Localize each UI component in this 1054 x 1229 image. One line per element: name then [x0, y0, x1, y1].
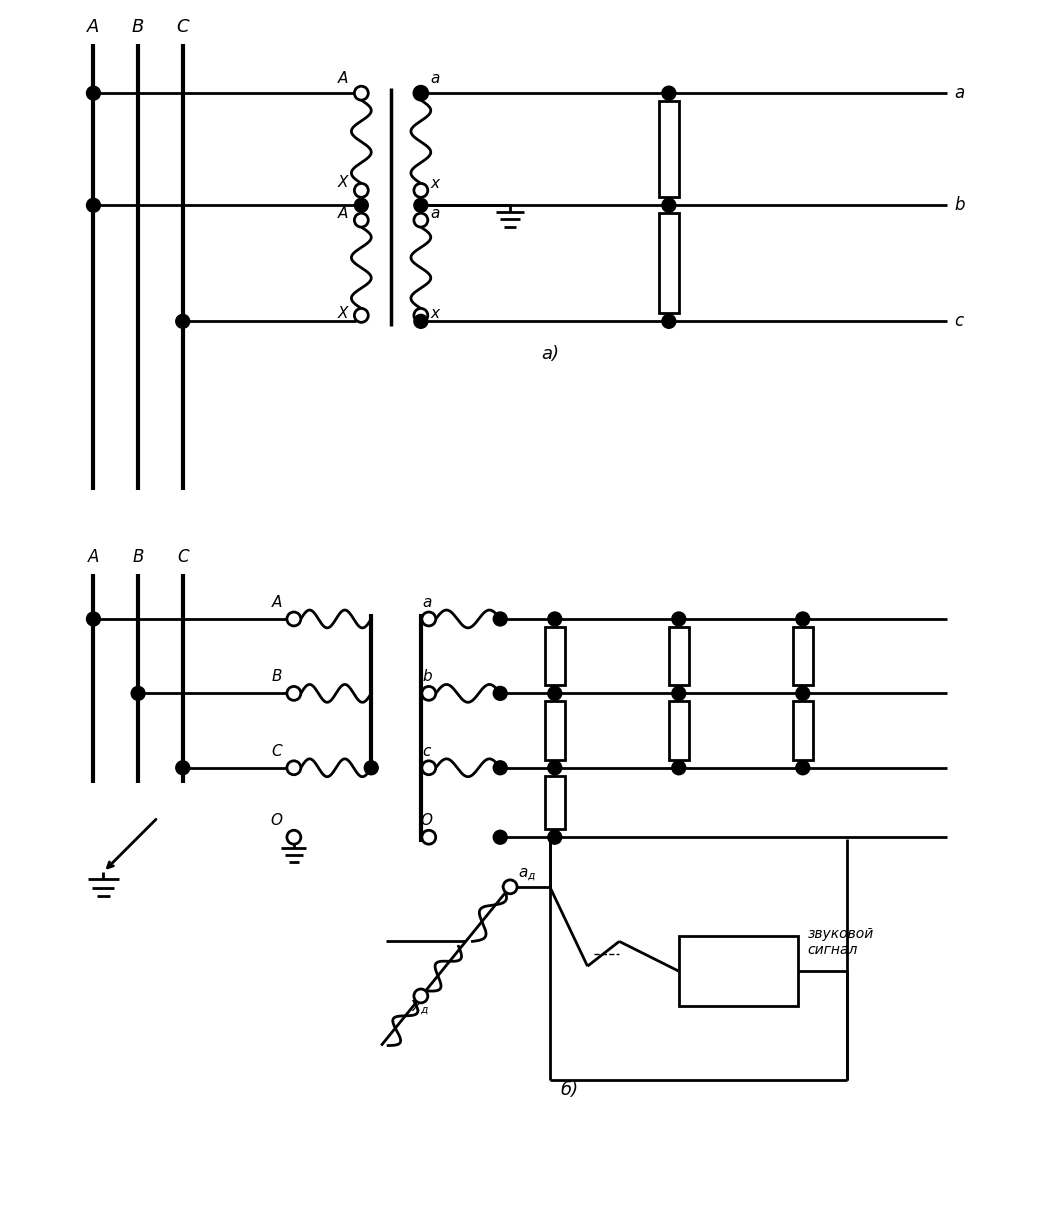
Circle shape — [493, 761, 507, 774]
Text: a: a — [422, 595, 431, 610]
Circle shape — [422, 831, 435, 844]
Text: b: b — [955, 197, 965, 214]
Text: B: B — [133, 548, 143, 567]
Bar — [545, 627, 565, 686]
Circle shape — [354, 86, 368, 100]
Circle shape — [287, 612, 300, 626]
Text: звуковой
сигнал: звуковой сигнал — [807, 927, 874, 956]
Text: C: C — [271, 744, 282, 758]
Text: b: b — [422, 670, 431, 685]
Text: B: B — [132, 17, 144, 36]
Bar — [659, 213, 679, 313]
Text: A: A — [87, 17, 100, 36]
Circle shape — [414, 86, 428, 100]
Circle shape — [414, 989, 428, 1003]
Circle shape — [414, 183, 428, 198]
Text: a: a — [431, 71, 441, 86]
Text: B: B — [272, 670, 282, 685]
Text: X: X — [338, 306, 349, 321]
Text: C: C — [177, 548, 189, 567]
Text: A: A — [338, 206, 349, 221]
Text: C: C — [176, 17, 189, 36]
Circle shape — [662, 198, 676, 213]
Text: б): б) — [561, 1082, 579, 1099]
Circle shape — [796, 687, 809, 701]
Circle shape — [414, 86, 428, 100]
Text: x: x — [431, 306, 440, 321]
Circle shape — [796, 612, 809, 626]
Circle shape — [414, 308, 428, 322]
Bar — [545, 702, 565, 760]
Bar — [669, 702, 688, 760]
Text: O: O — [270, 814, 282, 828]
Text: x: x — [431, 177, 440, 192]
Text: c: c — [423, 744, 431, 758]
Circle shape — [86, 198, 100, 213]
Circle shape — [86, 612, 100, 626]
Circle shape — [796, 761, 809, 774]
Bar — [669, 627, 688, 686]
Circle shape — [414, 198, 428, 213]
Circle shape — [548, 831, 562, 844]
Circle shape — [493, 687, 507, 701]
Circle shape — [422, 687, 435, 701]
Circle shape — [86, 86, 100, 100]
Circle shape — [671, 687, 686, 701]
Circle shape — [131, 687, 145, 701]
Circle shape — [354, 183, 368, 198]
Circle shape — [414, 315, 428, 328]
Text: a: a — [431, 206, 441, 221]
Circle shape — [548, 612, 562, 626]
Circle shape — [671, 612, 686, 626]
Circle shape — [176, 315, 190, 328]
Circle shape — [287, 831, 300, 844]
Circle shape — [422, 761, 435, 774]
Circle shape — [503, 880, 518, 893]
Circle shape — [671, 761, 686, 774]
Text: A: A — [272, 595, 282, 610]
Circle shape — [287, 687, 300, 701]
Circle shape — [493, 831, 507, 844]
Bar — [659, 101, 679, 198]
Bar — [793, 627, 813, 686]
Text: х$_д$: х$_д$ — [411, 1000, 429, 1016]
Bar — [679, 936, 798, 1005]
Text: A: A — [87, 548, 99, 567]
Text: a: a — [955, 84, 964, 102]
Text: O: O — [421, 814, 433, 828]
Circle shape — [422, 612, 435, 626]
Circle shape — [287, 761, 300, 774]
Text: A: A — [338, 71, 349, 86]
Circle shape — [662, 315, 676, 328]
Bar — [793, 702, 813, 760]
Text: c: c — [955, 312, 963, 331]
Text: а$_д$: а$_д$ — [519, 866, 536, 882]
Bar — [545, 775, 565, 830]
Circle shape — [354, 198, 368, 213]
Circle shape — [548, 761, 562, 774]
Circle shape — [354, 213, 368, 227]
Circle shape — [176, 761, 190, 774]
Circle shape — [662, 86, 676, 100]
Circle shape — [493, 612, 507, 626]
Text: а): а) — [541, 345, 559, 363]
Circle shape — [354, 308, 368, 322]
Circle shape — [548, 687, 562, 701]
Circle shape — [365, 761, 378, 774]
Circle shape — [414, 213, 428, 227]
Text: X: X — [338, 176, 349, 190]
